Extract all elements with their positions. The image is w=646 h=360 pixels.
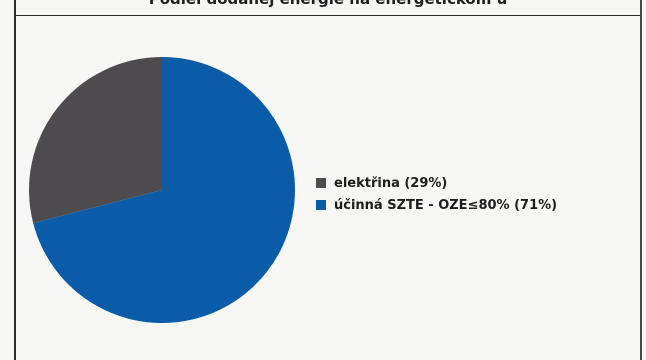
chart-title: Podiel dodanej energie na energetickom ú [14,0,642,8]
pie-slice-szte [33,57,296,323]
chart-legend: elektřina (29%) účinná SZTE - OZE≤80% (7… [316,172,557,216]
frame-right-border [640,0,642,360]
legend-label-szte: účinná SZTE - OZE≤80% (71%) [334,197,558,213]
legend-label-elektrina: elektřina (29%) [334,175,448,191]
legend-swatch-elektrina [316,178,326,188]
legend-swatch-szte [316,200,326,210]
pie-slice-elektrina [29,57,163,224]
legend-item-elektrina: elektřina (29%) [316,172,557,194]
frame-left-border [14,0,16,360]
chart-title-band: Podiel dodanej energie na energetickom ú [14,0,642,16]
legend-item-szte: účinná SZTE - OZE≤80% (71%) [316,194,557,216]
